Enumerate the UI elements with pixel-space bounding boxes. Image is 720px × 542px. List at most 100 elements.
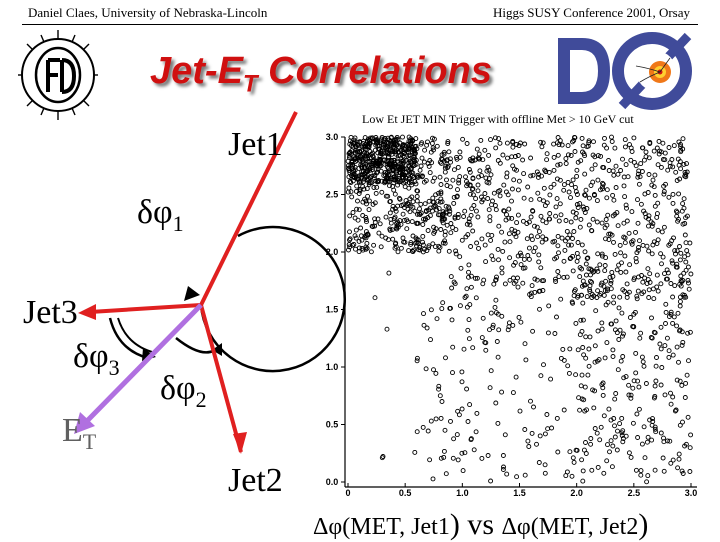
scatter-point bbox=[398, 167, 404, 173]
scatter-point bbox=[471, 447, 477, 453]
scatter-point bbox=[591, 405, 597, 411]
scatter-point bbox=[470, 192, 476, 198]
scatter-point bbox=[353, 144, 359, 150]
scatter-point bbox=[541, 185, 547, 191]
scatter-point bbox=[466, 216, 472, 222]
scatter-point bbox=[408, 240, 414, 246]
scatter-point bbox=[390, 236, 396, 242]
scatter-point bbox=[648, 219, 654, 225]
scatter-point bbox=[549, 425, 555, 431]
scatter-point bbox=[502, 432, 508, 438]
scatter-point bbox=[482, 242, 488, 248]
scatter-point bbox=[518, 253, 524, 259]
scatter-point bbox=[663, 276, 669, 282]
scatter-point bbox=[501, 182, 507, 188]
scatter-point bbox=[617, 242, 623, 248]
scatter-point bbox=[345, 189, 351, 195]
scatter-point bbox=[346, 242, 352, 247]
scatter-point bbox=[360, 184, 366, 189]
scatter-point bbox=[619, 310, 625, 316]
scatter-point bbox=[494, 339, 500, 344]
scatter-point bbox=[575, 347, 581, 353]
scatter-point bbox=[586, 266, 592, 272]
scatter-point bbox=[684, 372, 690, 378]
scatter-point bbox=[367, 167, 373, 173]
scatter-point bbox=[520, 157, 526, 163]
scatter-point bbox=[479, 335, 485, 341]
scatter-point bbox=[593, 308, 599, 314]
scatter-point bbox=[654, 355, 659, 360]
scatter-point bbox=[518, 262, 524, 268]
scatter-point bbox=[438, 189, 444, 195]
scatter-point bbox=[492, 304, 498, 310]
scatter-point bbox=[657, 148, 662, 154]
scatter-point bbox=[495, 354, 501, 360]
scatter-point bbox=[401, 146, 407, 152]
scatter-point bbox=[585, 372, 591, 378]
scatter-point bbox=[584, 256, 590, 261]
scatter-point bbox=[418, 163, 424, 169]
scatter-point bbox=[548, 184, 554, 190]
scatter-point bbox=[488, 368, 494, 374]
scatter-point bbox=[652, 383, 658, 389]
scatter-point bbox=[565, 143, 571, 149]
scatter-point bbox=[451, 436, 457, 442]
scatter-point bbox=[624, 205, 629, 211]
scatter-point bbox=[663, 301, 669, 307]
scatter-point bbox=[463, 293, 469, 299]
scatter-point bbox=[462, 295, 468, 300]
scatter-point bbox=[668, 390, 673, 396]
scatter-point bbox=[440, 220, 446, 226]
scatter-point bbox=[522, 141, 528, 147]
scatter-point bbox=[386, 137, 392, 143]
scatter-point bbox=[603, 255, 609, 261]
scatter-point bbox=[595, 288, 601, 294]
scatter-point bbox=[623, 269, 629, 275]
x-tick-label: 0 bbox=[345, 488, 350, 498]
scatter-point bbox=[561, 274, 567, 280]
scatter-point bbox=[488, 237, 494, 243]
scatter-point bbox=[362, 150, 368, 155]
scatter-point bbox=[514, 220, 520, 226]
scatter-point bbox=[635, 288, 641, 294]
scatter-point bbox=[551, 181, 557, 187]
scatter-point bbox=[414, 198, 420, 204]
scatter-point bbox=[668, 281, 674, 286]
scatter-point bbox=[436, 190, 441, 196]
scatter-point bbox=[470, 228, 476, 234]
scatter-point bbox=[468, 284, 474, 290]
scatter-point bbox=[477, 168, 483, 174]
scatter-point bbox=[347, 153, 353, 159]
scatter-point bbox=[672, 408, 678, 414]
scatter-point bbox=[402, 205, 407, 210]
scatter-point bbox=[364, 141, 370, 147]
scatter-point bbox=[687, 329, 693, 335]
jet1-vector bbox=[199, 111, 298, 306]
scatter-point bbox=[586, 222, 592, 228]
scatter-point bbox=[431, 224, 437, 230]
scatter-point bbox=[427, 158, 433, 163]
scatter-point bbox=[655, 227, 661, 233]
scatter-point bbox=[385, 149, 391, 155]
scatter-point bbox=[420, 424, 426, 430]
scatter-point bbox=[669, 258, 675, 264]
scatter-point bbox=[490, 325, 496, 331]
scatter-point bbox=[640, 359, 646, 365]
scatter-point bbox=[474, 240, 480, 246]
scatter-point bbox=[645, 473, 651, 479]
scatter-point bbox=[431, 367, 436, 373]
scatter-point bbox=[682, 232, 688, 238]
scatter-point bbox=[486, 176, 492, 182]
scatter-point bbox=[600, 385, 606, 391]
scatter-point bbox=[653, 429, 659, 435]
scatter-point bbox=[662, 150, 668, 156]
scatter-point bbox=[358, 225, 364, 231]
x-tick-label: 0.5 bbox=[399, 488, 412, 498]
scatter-point bbox=[565, 363, 571, 369]
scatter-point bbox=[651, 239, 657, 245]
scatter-point bbox=[394, 220, 400, 226]
scatter-point bbox=[461, 214, 467, 219]
scatter-point bbox=[635, 220, 641, 226]
scatter-point bbox=[578, 383, 584, 389]
scatter-point bbox=[424, 248, 430, 253]
